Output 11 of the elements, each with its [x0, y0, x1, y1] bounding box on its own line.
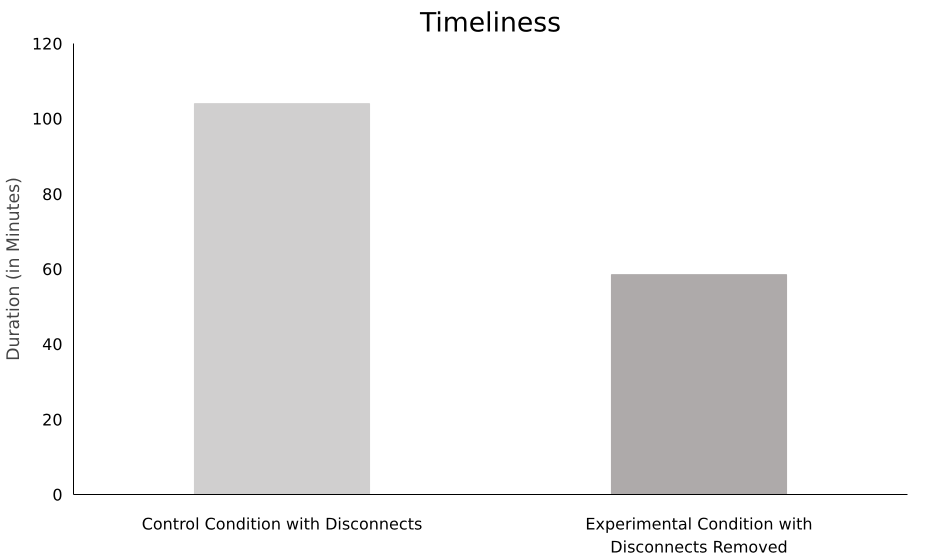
y-axis-title: Duration (in Minutes)	[4, 177, 24, 361]
x-tick-label: Control Condition with Disconnects	[142, 514, 422, 534]
y-tick-label: 100	[32, 110, 63, 129]
x-tick-label: Experimental Condition with Disconnects Removed	[585, 514, 813, 556]
y-tick-label: 40	[42, 335, 62, 354]
y-tick-label: 80	[42, 184, 62, 204]
y-tick-label: 120	[32, 34, 63, 54]
y-tick-label: 20	[42, 410, 62, 430]
chart-title: Timeliness	[418, 8, 562, 38]
y-tick-label: 60	[42, 260, 62, 279]
y-tick-label: 0	[52, 486, 63, 504]
